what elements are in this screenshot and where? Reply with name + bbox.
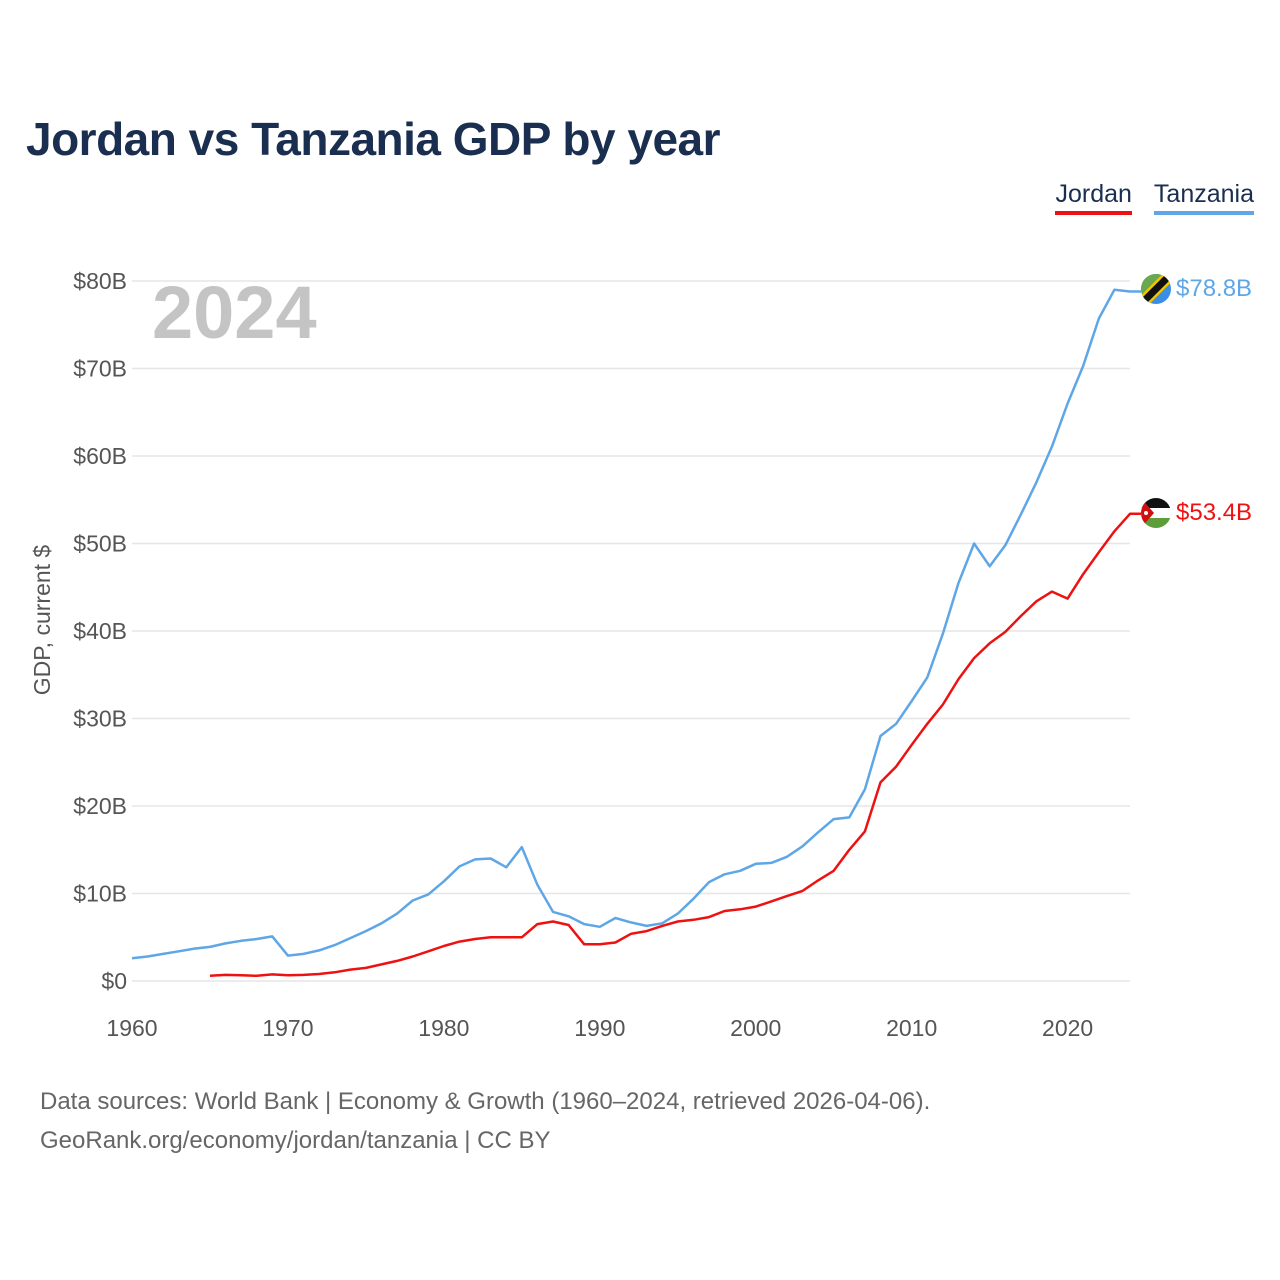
legend: Jordan Tanzania: [1055, 180, 1254, 215]
y-tick-label: $40B: [73, 618, 127, 644]
footer: Data sources: World Bank | Economy & Gro…: [40, 1082, 930, 1160]
x-tick-label: 1980: [418, 1015, 469, 1041]
y-tick-label: $20B: [73, 793, 127, 819]
y-tick-label: $70B: [73, 356, 127, 382]
x-tick-label: 2000: [730, 1015, 781, 1041]
series-line-tanzania[interactable]: [131, 288, 1141, 960]
x-axis-ticks: 1960 1970 1980 1990 2000 2010 2020: [106, 1015, 1093, 1041]
y-axis-label: GDP, current $: [29, 545, 55, 696]
legend-item-tanzania[interactable]: Tanzania: [1153, 180, 1254, 215]
x-tick-label: 2010: [886, 1015, 937, 1041]
jordan-end-label: $53.4B: [1176, 499, 1252, 526]
legend-item-jordan[interactable]: Jordan: [1055, 180, 1132, 215]
tanzania-end-label: $78.8B: [1176, 275, 1252, 302]
attribution-link[interactable]: GeoRank.org/economy/jordan/tanzania | CC…: [40, 1127, 551, 1154]
x-tick-label: 2020: [1042, 1015, 1093, 1041]
year-label: 2024: [152, 271, 317, 354]
x-tick-label: 1970: [262, 1015, 313, 1041]
series-layer: [131, 288, 1141, 978]
y-tick-label: $60B: [73, 443, 127, 469]
series-line-jordan[interactable]: [209, 512, 1141, 978]
line-chart: $0$10B$20B$30B$40B$50B$60B$70B$80B 1960 1…: [29, 268, 1252, 1041]
y-axis-ticks: $0 $10B $20B $30B $40B $50B $60B $70B $80B: [73, 268, 127, 994]
y-tick-label: $30B: [73, 706, 127, 732]
y-tick-label: $80B: [73, 268, 127, 294]
x-tick-label: 1990: [574, 1015, 625, 1041]
x-tick-label: 1960: [106, 1015, 157, 1041]
y-tick-label: $10B: [73, 881, 127, 907]
data-source-note: Data sources: World Bank | Economy & Gro…: [40, 1088, 931, 1115]
jordan-flag-icon: [1141, 498, 1171, 528]
chart-title: Jordan vs Tanzania GDP by year: [26, 113, 721, 165]
tanzania-flag-icon: [1141, 274, 1171, 304]
gridlines: [132, 280, 1130, 982]
y-tick-label: $0: [101, 968, 127, 994]
y-tick-label: $50B: [73, 531, 127, 557]
